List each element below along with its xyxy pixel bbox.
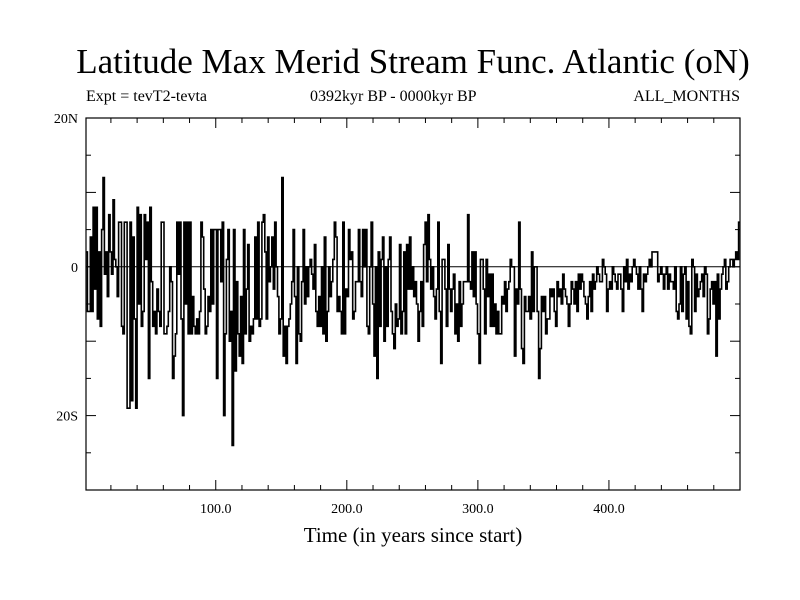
x-tick-label: 400.0: [593, 502, 625, 517]
experiment-label: Expt = tevT2-tevta: [86, 88, 207, 105]
series-line-0: [86, 176, 740, 447]
x-tick-label: 300.0: [462, 502, 494, 517]
y-tick-label: 20N: [54, 112, 78, 127]
y-tick-label: 0: [71, 261, 78, 276]
months-label: ALL_MONTHS: [633, 88, 740, 105]
chart-title: Latitude Max Merid Stream Func. Atlantic…: [76, 42, 750, 81]
time-range-label: 0392kyr BP - 0000kyr BP: [310, 88, 477, 105]
x-tick-label: 200.0: [331, 502, 363, 517]
y-tick-label: 20S: [56, 410, 78, 425]
x-axis-label: Time (in years since start): [303, 523, 523, 547]
x-tick-label: 100.0: [200, 502, 232, 517]
